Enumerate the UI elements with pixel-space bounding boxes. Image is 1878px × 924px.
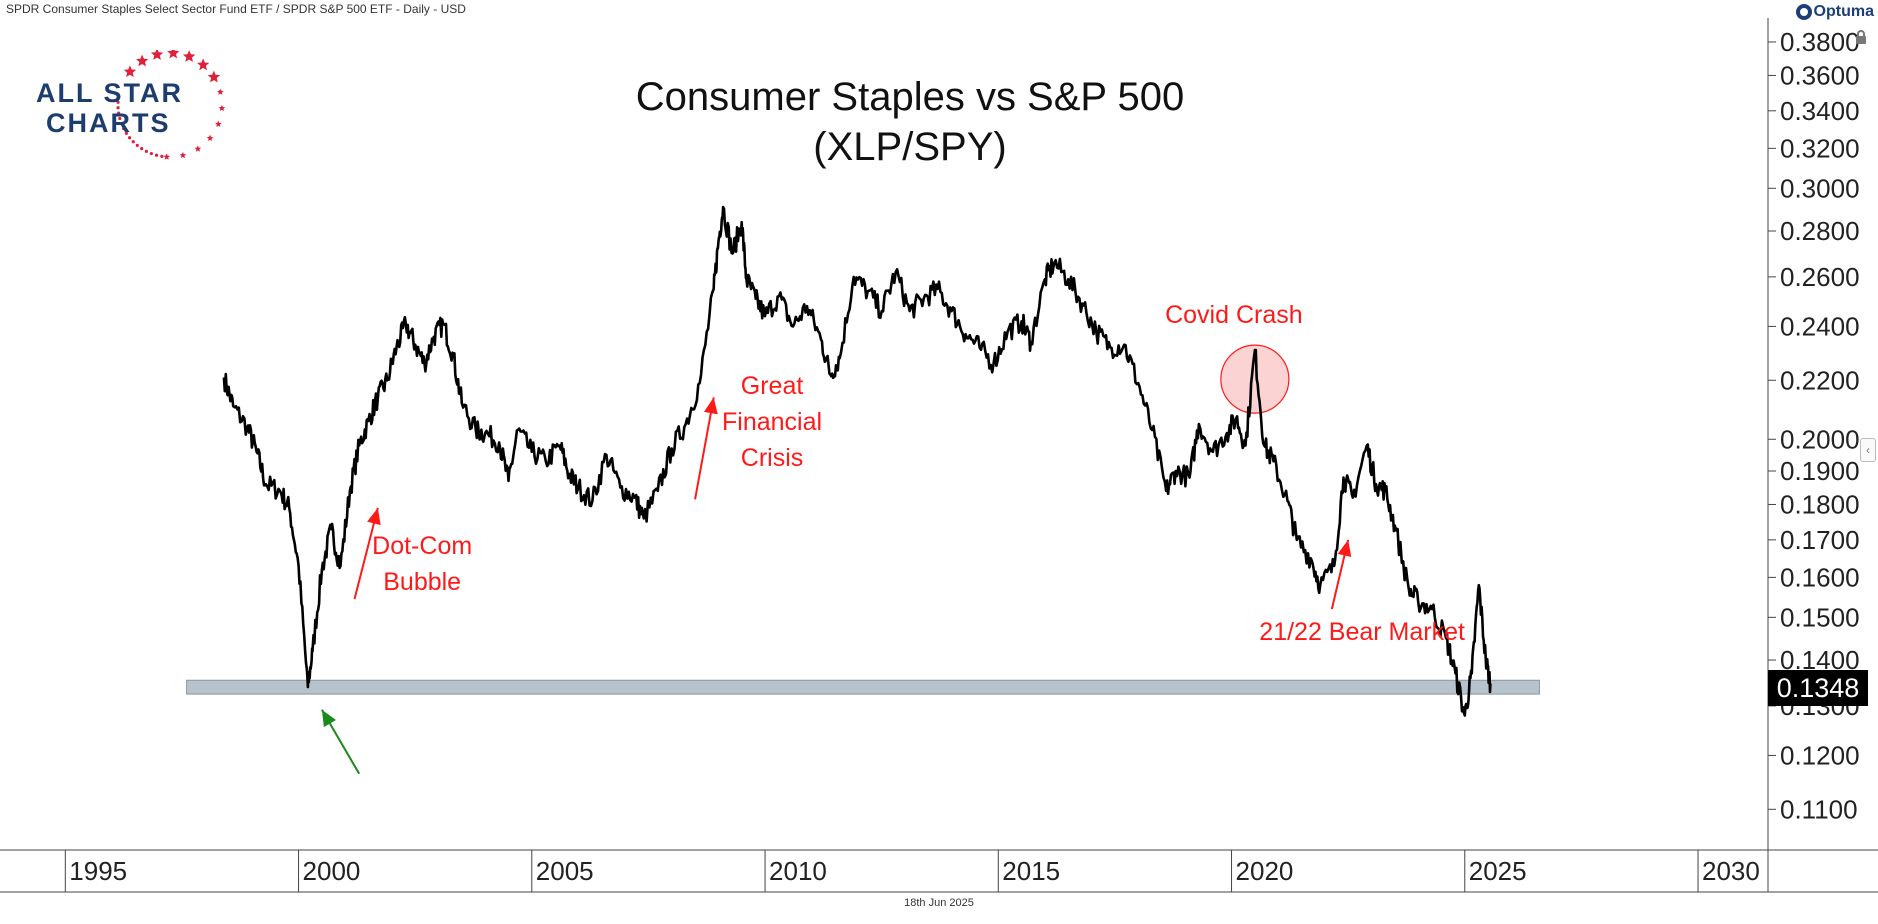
optuma-logo-icon [1795,4,1812,20]
logo-dot-10 [119,122,124,126]
annotation-arrowhead-1 [703,397,718,415]
logo-stars-icon [116,50,226,160]
series-layer [222,205,1492,717]
x-tick-label-4: 2015 [1002,856,1060,886]
series-line-xlp-spy [222,205,1492,717]
logo-dot-3 [144,149,148,153]
chart-title-main: Consumer Staples vs S&P 500 [635,75,1185,119]
logo-star-4 [183,50,196,62]
logo-dot-4 [140,147,144,151]
logo-dot-0 [160,154,164,158]
y-tick-label-16: 0.3400 [1780,96,1860,126]
y-tick-label-13: 0.2800 [1780,216,1860,246]
chart-title-sub: (XLP/SPY) [813,125,1007,169]
annotation-great-financial-crisis: Great Financial Crisis [722,372,823,473]
logo-star-11 [194,145,202,152]
x-tick-label-1: 2000 [303,856,361,886]
logo-dot-5 [135,143,139,148]
logo-star-6 [207,70,221,83]
y-tick-label-0: 0.1100 [1780,794,1858,824]
logo-dot-11 [118,116,122,121]
chart-title: Consumer Staples vs S&P 500 (XLP/SPY) [590,72,1230,172]
logo-dot-15 [117,95,121,99]
brand-logo: Optuma [1795,3,1874,21]
y-tick-label-6: 0.1700 [1780,525,1860,555]
y-tick-label-10: 0.2200 [1780,365,1860,395]
y-tick-label-8: 0.1900 [1780,456,1860,486]
logo-star-3 [167,50,180,59]
logo-dot-9 [122,127,126,131]
support-band-layer [186,344,1540,695]
annotation-arrow-1 [694,397,715,500]
x-tick-label-5: 2020 [1236,856,1294,886]
logo-star-12 [179,151,187,159]
logo-star-10 [206,134,214,141]
logo-star-0 [123,65,137,78]
logo-star-9 [215,120,222,127]
chart-header-subtitle: SPDR Consumer Staples Select Sector Fund… [6,2,466,16]
logo-line-2: CHARTS [46,108,171,138]
y-tick-label-5: 0.1600 [1780,562,1860,592]
collapse-panel-button[interactable]: ‹ [1860,438,1876,462]
logo-line-1: ALL STAR [36,78,183,108]
x-tick-label-7: 2030 [1702,856,1760,886]
annotation-arrowhead-2 [1337,539,1352,558]
y-tick-label-4: 0.1500 [1780,602,1860,632]
y-tick-label-9: 0.2000 [1780,424,1860,454]
logo-star-1 [136,54,149,67]
logo-star-8 [218,104,226,112]
chevron-left-icon: ‹ [1866,443,1870,457]
y-tick-label-7: 0.1800 [1780,489,1860,519]
y-tick-label-1: 0.1200 [1780,740,1860,770]
annotation-covid-crash: Covid Crash [1165,300,1303,329]
y-tick-label-15: 0.3200 [1780,133,1860,163]
x-tick-label-0: 1995 [69,856,127,886]
y-tick-label-18: 0.3800 [1780,27,1860,57]
logo-star-5 [197,58,210,71]
y-tick-label-14: 0.3000 [1780,173,1860,203]
logo-dot-13 [116,106,120,110]
logo-dot-1 [154,153,159,157]
last-price-label: 0.1348 [1768,670,1868,706]
lock-icon[interactable] [1854,30,1868,44]
y-tick-label-11: 0.2400 [1780,311,1860,341]
all-star-charts-logo: ALL STAR CHARTS [30,50,240,165]
annotation-layer [321,397,1352,775]
x-tick-label-2: 2005 [536,856,594,886]
logo-dot-8 [124,131,128,135]
logo-dot-7 [127,136,132,140]
brand-name: Optuma [1813,3,1874,20]
date-stamp: 18th Jun 2025 [904,897,974,909]
logo-star-7 [217,88,224,95]
y-tick-label-17: 0.3600 [1780,60,1860,90]
annotation-dot-com-bubble: Dot-Com Bubble [372,531,473,596]
annotation-arrowhead-3 [321,709,336,728]
logo-dot-2 [149,151,153,156]
annotation-arrowhead-0 [367,507,381,526]
logo-star-2 [150,50,164,60]
support-band [186,679,1540,695]
logo-dot-14 [116,100,120,104]
logo-star-13 [163,153,171,160]
axis-layer: 0.11000.12000.13000.14000.15000.16000.17… [0,18,1878,893]
covid-highlight-circle [1220,344,1290,414]
x-tick-label-6: 2025 [1469,856,1527,886]
y-tick-label-12: 0.2600 [1780,262,1860,292]
logo-dot-12 [117,111,121,115]
logo-dot-6 [131,140,135,144]
x-tick-label-3: 2010 [769,856,827,886]
annotation-bear-market: 21/22 Bear Market [1259,617,1465,646]
